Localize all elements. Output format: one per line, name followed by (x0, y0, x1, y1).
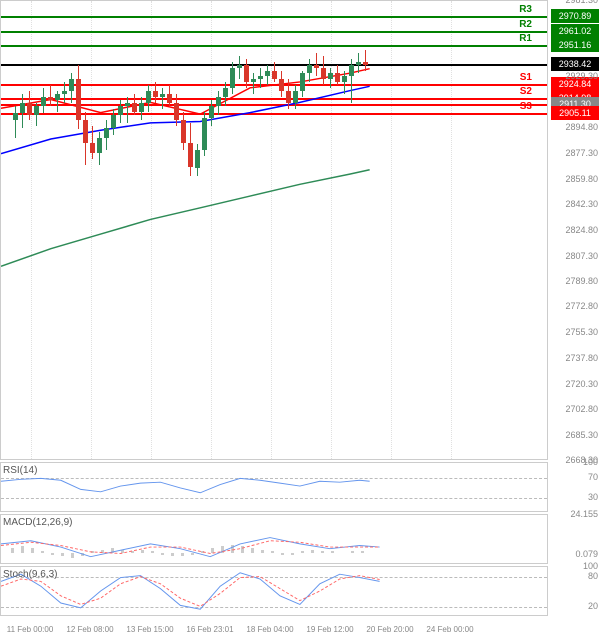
pivot-line (1, 98, 547, 100)
rsi-label: RSI(14) (3, 465, 37, 476)
xaxis-label: 20 Feb 20:00 (366, 625, 413, 634)
pivot-line (1, 45, 547, 47)
xaxis-label: 11 Feb 00:00 (7, 625, 54, 634)
time-xaxis: 11 Feb 00:00 12 Feb 08:00 13 Feb 15:00 16 F… (0, 618, 548, 634)
pivot-line (1, 31, 547, 33)
stoch-panel[interactable]: Stoch(9,6,3) (0, 566, 548, 616)
price-panel[interactable]: R32970.89R22961.02R12951.162938.42S12924… (0, 0, 548, 460)
xaxis-label: 12 Feb 08:00 (66, 625, 113, 634)
macd-label: MACD(12,26,9) (3, 517, 72, 528)
xaxis-label: 24 Feb 00:00 (426, 625, 473, 634)
rsi-line (1, 463, 547, 511)
xaxis-label: 13 Feb 15:00 (126, 625, 173, 634)
pivot-line (1, 16, 547, 18)
chart-container: R32970.89R22961.02R12951.162938.42S12924… (0, 0, 600, 634)
stoch-yaxis: 2080100 (548, 566, 600, 616)
xaxis-label: 19 Feb 12:00 (306, 625, 353, 634)
pivot-line (1, 113, 547, 115)
pivot-line (1, 104, 547, 106)
stoch-label: Stoch(9,6,3) (3, 569, 57, 580)
rsi-yaxis: 3070100 (548, 462, 600, 512)
xaxis-label: 16 Feb 23:01 (186, 625, 233, 634)
xaxis-label: 18 Feb 04:00 (246, 625, 293, 634)
price-yaxis: 2668.302685.302702.802720.302737.802755.… (548, 0, 600, 460)
pivot-line (1, 84, 547, 86)
rsi-panel[interactable]: RSI(14) (0, 462, 548, 512)
macd-panel[interactable]: MACD(12,26,9) (0, 514, 548, 564)
macd-yaxis: 24.1550.079 (548, 514, 600, 564)
